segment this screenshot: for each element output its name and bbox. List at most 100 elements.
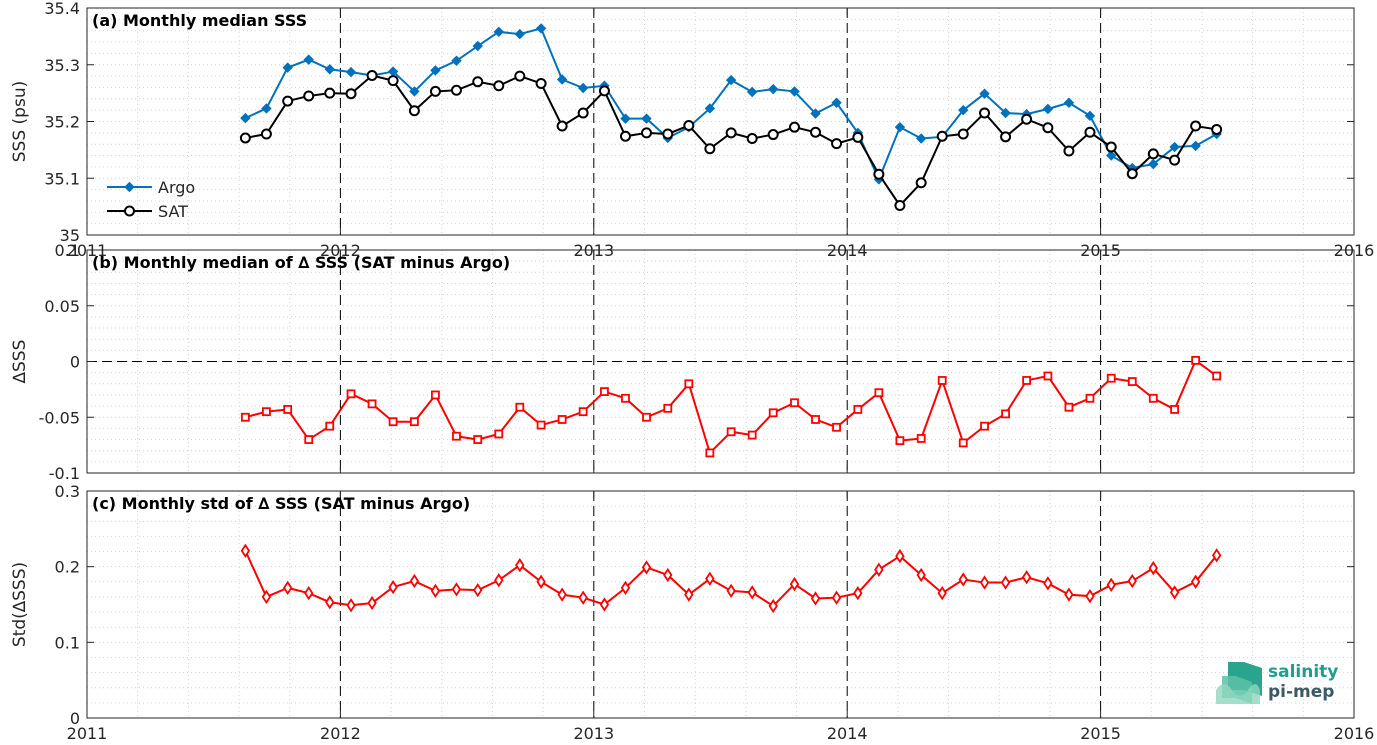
data-point	[979, 575, 990, 590]
data-point	[240, 543, 251, 558]
data-point	[600, 387, 609, 397]
data-point	[641, 127, 653, 139]
data-point	[1021, 113, 1033, 125]
data-point	[1000, 107, 1011, 119]
data-point	[303, 54, 314, 65]
data-point	[366, 70, 378, 82]
data-point	[261, 103, 272, 114]
data-point	[346, 389, 356, 399]
data-point	[1127, 377, 1137, 386]
data-point	[663, 567, 673, 583]
series-sat	[239, 70, 1223, 211]
data-point	[937, 376, 947, 385]
data-point	[452, 431, 461, 441]
x-tick-label: 2013	[573, 724, 614, 743]
data-point	[1000, 131, 1012, 143]
data-point	[556, 120, 568, 132]
data-point	[367, 399, 377, 409]
data-point	[620, 580, 631, 595]
data-point	[1105, 141, 1117, 153]
data-point	[684, 587, 694, 602]
data-point	[304, 435, 314, 444]
panel-title: (c) Monthly std of ∆ SSS (SAT minus Argo…	[92, 494, 470, 513]
data-point	[429, 85, 441, 97]
data-point	[831, 97, 842, 108]
data-point	[577, 107, 589, 119]
data-point	[811, 415, 820, 424]
y-tick-label: 35.2	[44, 113, 80, 132]
data-point	[493, 80, 505, 92]
data-point	[598, 85, 610, 97]
panel-a: 3535.135.235.335.42011201220132014201520…	[10, 0, 1374, 260]
data-point	[980, 421, 989, 431]
x-tick-label: 2012	[320, 724, 361, 743]
panel-title: (a) Monthly median SSS	[92, 11, 307, 30]
data-point	[578, 407, 588, 417]
x-tick-label: 2014	[827, 724, 868, 743]
data-point	[662, 128, 674, 140]
data-point	[1106, 577, 1116, 592]
data-point	[936, 130, 948, 142]
data-point	[1085, 393, 1095, 403]
data-point	[1190, 120, 1202, 132]
data-point	[388, 579, 398, 595]
data-point	[957, 128, 969, 140]
y-axis-label: Std(∆SSS)	[10, 562, 30, 647]
data-point	[1001, 409, 1010, 419]
data-point	[873, 168, 885, 180]
data-point	[641, 113, 652, 124]
data-point	[472, 40, 483, 52]
legend: Argo SAT	[107, 178, 195, 221]
data-point	[853, 586, 863, 601]
data-point	[768, 408, 778, 418]
data-point	[451, 582, 462, 597]
data-point	[239, 132, 251, 144]
data-point	[894, 121, 906, 133]
data-point	[831, 138, 843, 150]
data-point	[282, 95, 294, 107]
series-b	[240, 355, 1222, 458]
data-point	[788, 121, 800, 133]
data-point	[704, 143, 716, 155]
data-point	[979, 88, 990, 99]
data-point	[345, 66, 357, 78]
data-point	[767, 83, 779, 95]
data-point	[746, 86, 758, 98]
data-point	[1211, 123, 1223, 135]
data-point	[260, 128, 272, 140]
data-point	[1084, 126, 1096, 138]
legend-marker	[124, 205, 135, 217]
data-point	[514, 28, 526, 40]
data-point	[684, 379, 694, 389]
data-point	[557, 587, 567, 602]
data-point	[705, 571, 715, 586]
data-point	[535, 77, 547, 89]
data-point	[1191, 355, 1201, 365]
data-point	[515, 558, 525, 573]
data-point	[345, 88, 357, 100]
data-point	[1148, 561, 1158, 576]
y-tick-label: 0.1	[55, 241, 80, 260]
data-point	[621, 393, 630, 403]
data-point	[240, 412, 250, 422]
data-point	[240, 112, 251, 124]
legend-marker	[124, 181, 135, 193]
series-c	[240, 543, 1222, 614]
data-point	[894, 199, 906, 211]
data-point	[789, 86, 800, 97]
data-point	[1211, 548, 1222, 563]
data-point	[303, 90, 315, 102]
data-point	[874, 388, 884, 398]
data-point	[283, 580, 293, 595]
data-point	[831, 590, 842, 605]
data-point	[1212, 371, 1222, 381]
logo-text-line1: salinity	[1268, 662, 1338, 682]
data-point	[1021, 570, 1032, 585]
data-point	[430, 583, 441, 599]
y-tick-label: 35.1	[44, 169, 80, 188]
data-point	[1147, 148, 1159, 160]
data-point	[1148, 393, 1158, 403]
data-point	[1169, 141, 1180, 153]
data-point	[895, 548, 905, 564]
